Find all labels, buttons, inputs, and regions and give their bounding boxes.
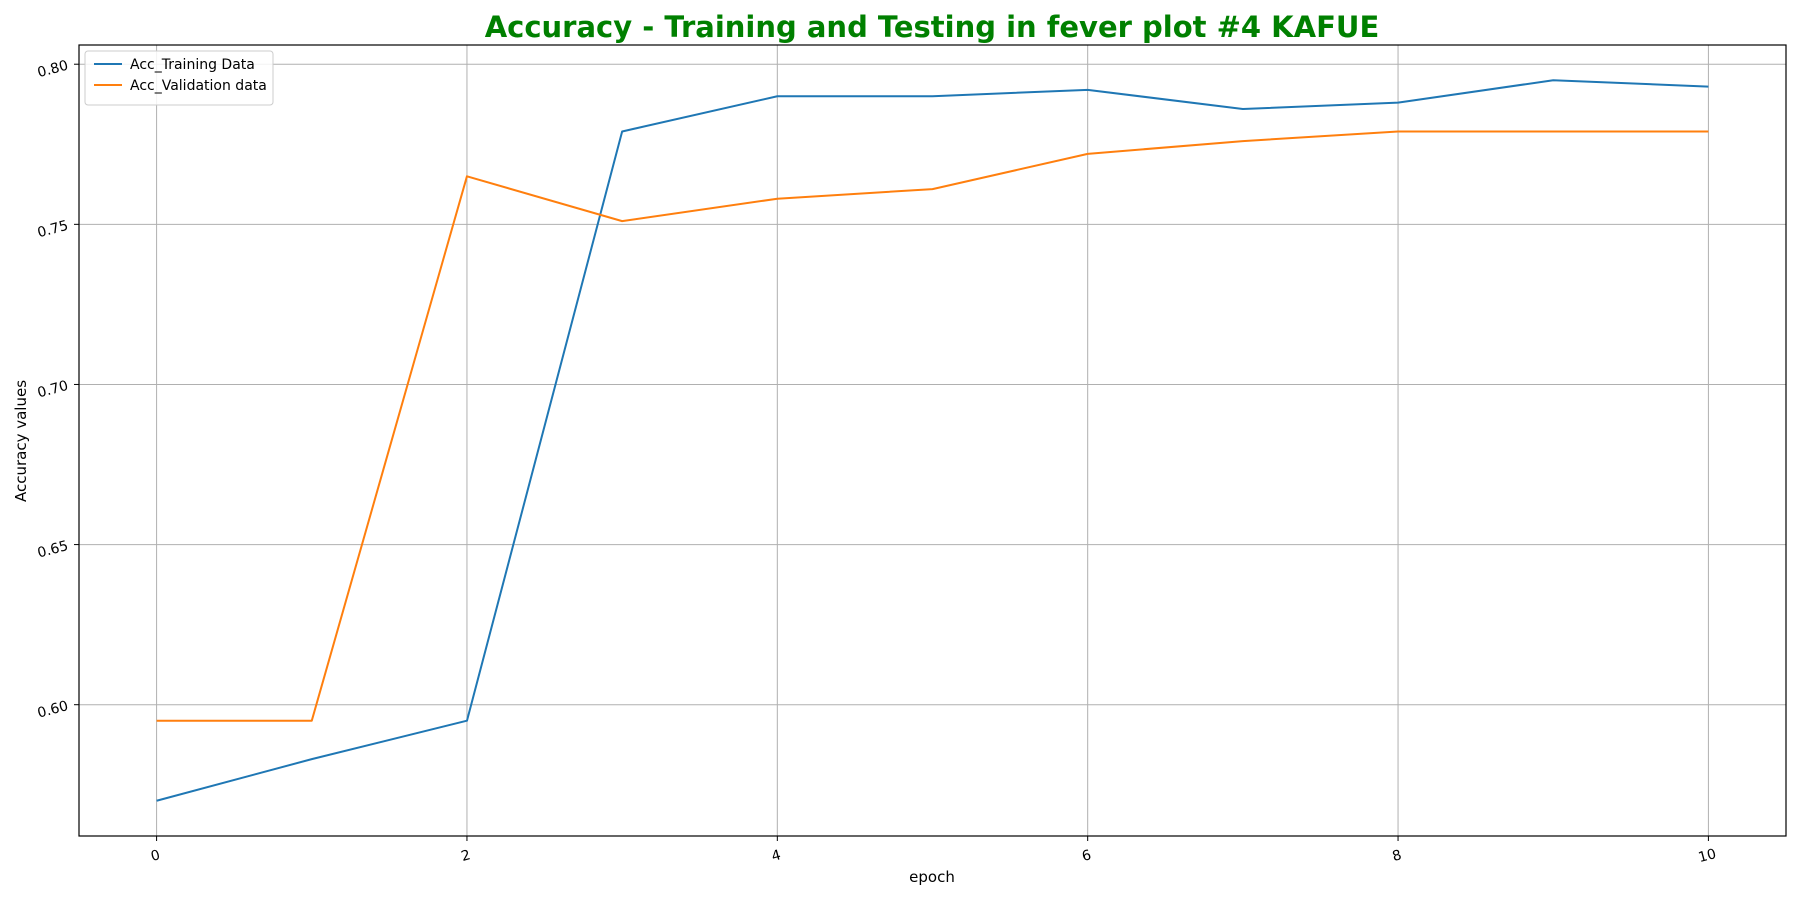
chart-title: Accuracy - Training and Testing in fever… (485, 10, 1380, 44)
y-tick-label: 0.65 (36, 538, 70, 562)
legend-label: Acc_Validation data (130, 78, 267, 94)
y-tick-label: 0.75 (36, 218, 70, 242)
y-axis-label: Accuracy values (12, 380, 30, 502)
legend: Acc_Training Data Acc_Validation data (84, 50, 274, 106)
series-layer (156, 79, 1709, 802)
x-tick-label: 10 (1697, 846, 1718, 866)
x-tick-label: 8 (1391, 847, 1404, 865)
series-line-acc-training-data (156, 79, 1709, 802)
axes-frame (78, 44, 1787, 837)
legend-box (84, 50, 274, 106)
series-line-acc-validation-data (156, 130, 1709, 722)
tick-layer: 0 2 4 6 8 10 0.60 0.65 0.70 0.75 0.80 (36, 58, 1718, 867)
y-tick-label: 0.70 (36, 378, 70, 402)
legend-label: Acc_Training Data (130, 57, 255, 73)
x-axis-label: epoch (909, 868, 955, 886)
x-tick-label: 0 (149, 847, 162, 865)
x-tick-label: 2 (460, 847, 473, 865)
y-tick-label: 0.80 (36, 58, 70, 82)
x-tick-label: 6 (1080, 847, 1093, 865)
y-tick-label: 0.60 (36, 698, 70, 722)
grid-layer (79, 45, 1786, 836)
x-tick-label: 4 (770, 847, 783, 865)
